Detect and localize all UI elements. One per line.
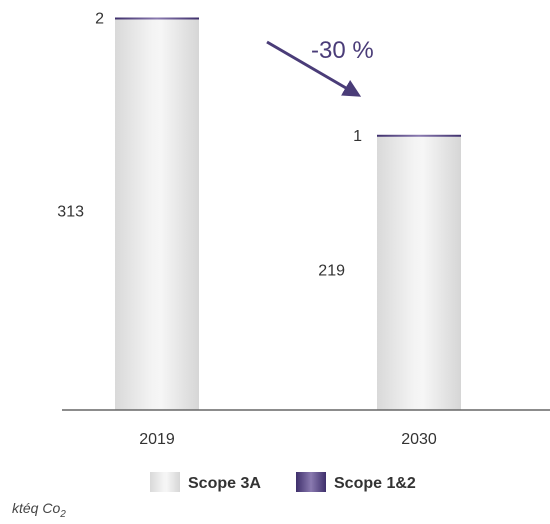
bar-scope3a-2019 [115, 19, 199, 410]
x-tick-label-2019: 2019 [139, 431, 175, 448]
value-label-scope12-2030: 1 [353, 128, 362, 145]
change-annotation: -30 % [311, 37, 374, 64]
x-tick-label-2030: 2030 [401, 431, 437, 448]
bar-scope12-2019 [115, 17, 199, 20]
value-label-scope3a-2019: 313 [57, 204, 84, 221]
change-arrow [266, 40, 362, 97]
legend-label-scope12: Scope 1&2 [334, 475, 416, 492]
bar-scope3a-2030 [377, 136, 461, 410]
legend-swatch-scope3a [150, 472, 180, 492]
legend-swatch-scope12 [296, 472, 326, 492]
unit-label: ktéq Co2 [12, 500, 66, 520]
legend: Scope 3A Scope 1&2 [150, 472, 416, 492]
value-label-scope3a-2030: 219 [318, 262, 345, 279]
legend-label-scope3a: Scope 3A [188, 475, 261, 492]
bar-scope12-2030 [377, 134, 461, 137]
value-label-scope12-2019: 2 [95, 10, 104, 27]
